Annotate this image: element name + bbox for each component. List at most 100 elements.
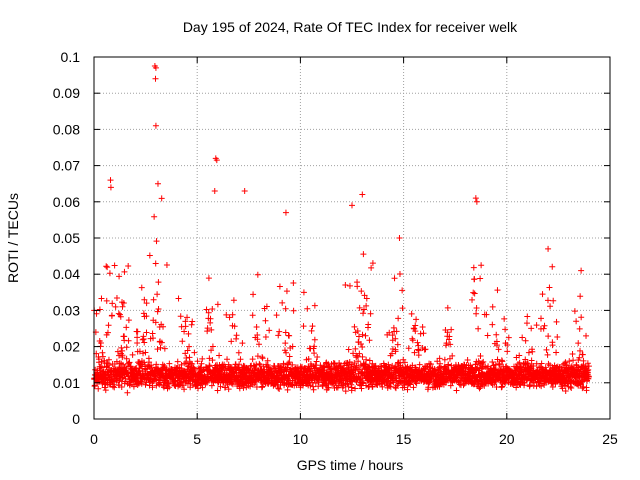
data-point-marker bbox=[254, 336, 261, 343]
data-point-marker bbox=[389, 332, 396, 339]
data-point-marker bbox=[276, 283, 283, 290]
data-point-marker bbox=[120, 300, 127, 307]
data-point-marker bbox=[584, 360, 591, 367]
data-point-marker bbox=[119, 303, 126, 310]
data-point-marker bbox=[117, 313, 124, 320]
data-point-marker bbox=[311, 343, 318, 350]
data-point-marker bbox=[363, 302, 370, 309]
data-point-marker bbox=[477, 275, 484, 282]
data-point-marker bbox=[152, 319, 159, 326]
data-point-marker bbox=[401, 359, 408, 366]
data-point-marker bbox=[149, 384, 156, 391]
y-tick-label: 0.01 bbox=[53, 375, 80, 391]
data-point-marker bbox=[549, 263, 556, 270]
data-point-marker bbox=[519, 334, 526, 341]
data-point-marker bbox=[411, 349, 418, 356]
data-point-marker bbox=[357, 340, 364, 347]
data-point-marker bbox=[115, 310, 122, 317]
data-point-marker bbox=[446, 333, 453, 340]
data-point-marker bbox=[204, 325, 211, 332]
data-point-marker bbox=[576, 325, 583, 332]
x-tick-label: 10 bbox=[293, 431, 309, 447]
data-point-marker bbox=[392, 335, 399, 342]
data-point-marker bbox=[571, 308, 578, 315]
data-point-marker bbox=[368, 264, 375, 271]
data-point-marker bbox=[256, 360, 263, 367]
data-point-marker bbox=[356, 350, 363, 357]
data-point-marker bbox=[489, 303, 496, 310]
axis-ticks bbox=[93, 56, 611, 420]
data-point-marker bbox=[363, 356, 370, 363]
data-point-marker bbox=[124, 389, 131, 396]
data-point-marker bbox=[309, 323, 316, 330]
data-point-marker bbox=[191, 349, 198, 356]
data-point-marker bbox=[230, 297, 237, 304]
data-point-marker bbox=[477, 352, 484, 359]
data-point-marker bbox=[359, 191, 366, 198]
data-point-marker bbox=[250, 291, 257, 298]
data-point-marker bbox=[469, 296, 476, 303]
data-point-marker bbox=[358, 288, 365, 295]
data-point-marker bbox=[360, 306, 367, 313]
data-point-marker bbox=[97, 363, 104, 370]
data-point-marker bbox=[489, 359, 496, 366]
y-tick-label: 0.09 bbox=[53, 85, 80, 101]
data-point-marker bbox=[189, 318, 196, 325]
data-point-marker bbox=[447, 382, 454, 389]
data-point-marker bbox=[240, 384, 247, 391]
data-point-marker bbox=[184, 314, 191, 321]
data-point-marker bbox=[262, 317, 269, 324]
data-point-marker bbox=[138, 380, 145, 387]
data-point-marker bbox=[317, 362, 324, 369]
data-point-marker bbox=[549, 339, 556, 346]
data-point-marker bbox=[125, 317, 132, 324]
data-point-marker bbox=[425, 380, 432, 387]
data-point-marker bbox=[118, 344, 125, 351]
data-point-marker bbox=[348, 384, 355, 391]
data-point-marker bbox=[522, 337, 529, 344]
data-point-marker bbox=[194, 358, 201, 365]
data-point-marker bbox=[569, 351, 576, 358]
data-point-marker bbox=[161, 345, 168, 352]
data-point-marker bbox=[456, 381, 463, 388]
data-point-marker bbox=[283, 349, 290, 356]
data-point-marker bbox=[547, 303, 554, 310]
data-point-marker bbox=[239, 340, 246, 347]
data-point-marker bbox=[152, 122, 159, 129]
data-point-marker bbox=[276, 363, 283, 370]
data-point-marker bbox=[249, 356, 256, 363]
data-point-marker bbox=[422, 346, 429, 353]
data-point-marker bbox=[405, 345, 412, 352]
data-point-marker bbox=[345, 364, 352, 371]
data-point-marker bbox=[360, 251, 367, 258]
data-point-marker bbox=[289, 361, 296, 368]
data-point-marker bbox=[178, 361, 185, 368]
data-point-marker bbox=[225, 361, 232, 368]
data-point-marker bbox=[365, 321, 372, 328]
data-point-marker bbox=[575, 340, 582, 347]
data-point-marker bbox=[498, 384, 505, 391]
data-point-marker bbox=[414, 339, 421, 346]
data-point-marker bbox=[320, 363, 327, 370]
data-point-marker bbox=[311, 350, 318, 357]
data-point-marker bbox=[152, 64, 159, 71]
y-tick-label: 0.06 bbox=[53, 194, 80, 210]
data-point-marker bbox=[538, 360, 545, 367]
x-tick-labels: 0 5 10 15 20 25 bbox=[90, 431, 618, 447]
data-point-marker bbox=[199, 355, 206, 362]
data-point-marker bbox=[208, 382, 215, 389]
data-point-marker bbox=[351, 323, 358, 330]
data-point-marker bbox=[366, 337, 373, 344]
data-point-marker bbox=[166, 360, 173, 367]
data-point-marker bbox=[516, 363, 523, 370]
data-point-marker bbox=[123, 355, 130, 362]
x-tick-label: 5 bbox=[193, 431, 201, 447]
data-point-marker bbox=[253, 324, 260, 331]
data-point-marker bbox=[140, 336, 147, 343]
data-point-marker bbox=[570, 357, 577, 364]
data-point-marker bbox=[578, 267, 585, 274]
data-point-marker bbox=[416, 361, 423, 368]
data-point-marker bbox=[129, 351, 136, 358]
data-point-marker bbox=[359, 344, 366, 351]
data-point-marker bbox=[155, 306, 162, 313]
